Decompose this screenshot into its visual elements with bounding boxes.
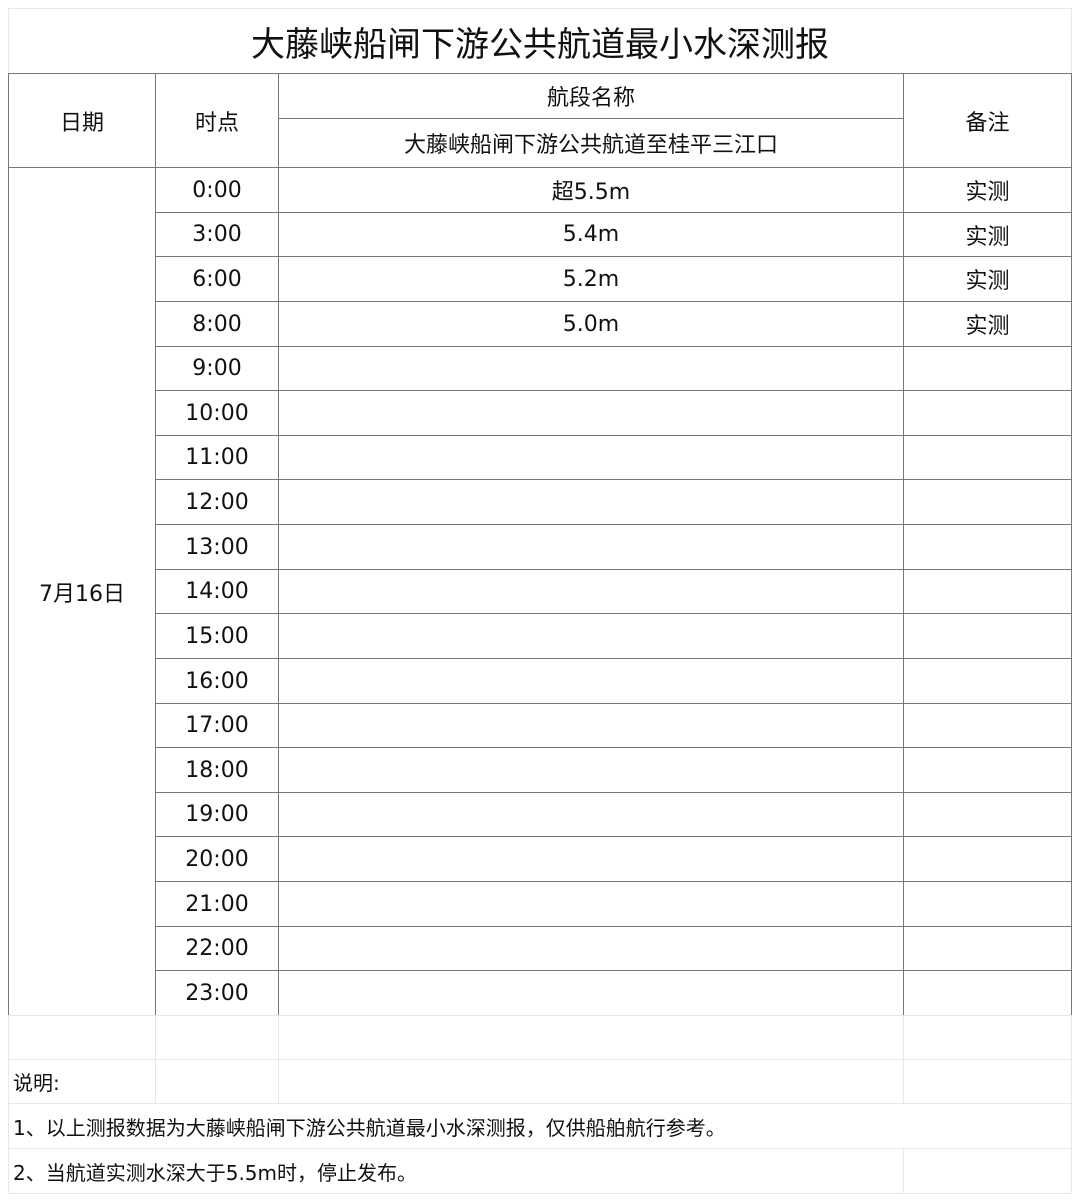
row-remark-cell xyxy=(903,569,1072,614)
row-time-cell: 8:00 xyxy=(155,301,279,347)
row-time-cell: 15:00 xyxy=(155,613,279,659)
row-remark-cell xyxy=(903,435,1072,480)
row-time-cell: 21:00 xyxy=(155,881,279,927)
row-depth-cell xyxy=(278,479,904,525)
row-time-cell: 18:00 xyxy=(155,747,279,793)
note-line-1: 1、以上测报数据为大藤峡船闸下游公共航道最小水深测报，仅供船舶航行参考。 xyxy=(8,1103,1072,1149)
notes-filler xyxy=(278,1059,904,1104)
row-depth-cell: 超5.5m xyxy=(278,167,904,213)
blank-row xyxy=(8,1015,156,1060)
row-remark-cell xyxy=(903,658,1072,704)
row-depth-cell xyxy=(278,970,904,1016)
date-cell: 7月16日 xyxy=(8,167,156,1016)
row-time-cell: 3:00 xyxy=(155,212,279,257)
header-date: 日期 xyxy=(8,73,156,168)
row-time-cell: 9:00 xyxy=(155,346,279,391)
row-depth-cell xyxy=(278,435,904,480)
row-time-cell: 19:00 xyxy=(155,792,279,837)
notes-heading: 说明: xyxy=(8,1059,156,1104)
row-remark-cell: 实测 xyxy=(903,301,1072,347)
row-time-cell: 0:00 xyxy=(155,167,279,213)
blank-row xyxy=(278,1015,904,1060)
blank-row xyxy=(155,1015,279,1060)
notes-filler xyxy=(903,1059,1072,1104)
header-segment-group: 航段名称 xyxy=(278,73,904,119)
notes-filler xyxy=(155,1059,279,1104)
row-remark-cell xyxy=(903,613,1072,659)
blank-row xyxy=(903,1015,1072,1060)
row-depth-cell xyxy=(278,524,904,570)
note-line-2: 2、当航道实测水深大于5.5m时，停止发布。 xyxy=(8,1148,904,1194)
row-time-cell: 23:00 xyxy=(155,970,279,1016)
header-remark: 备注 xyxy=(903,73,1072,168)
row-time-cell: 16:00 xyxy=(155,658,279,704)
row-depth-cell xyxy=(278,881,904,927)
row-remark-cell xyxy=(903,926,1072,971)
row-depth-cell xyxy=(278,747,904,793)
row-remark-cell xyxy=(903,390,1072,436)
row-depth-cell xyxy=(278,613,904,659)
row-depth-cell xyxy=(278,569,904,614)
row-time-cell: 22:00 xyxy=(155,926,279,971)
row-depth-cell xyxy=(278,346,904,391)
row-depth-cell: 5.4m xyxy=(278,212,904,257)
row-remark-cell: 实测 xyxy=(903,256,1072,302)
row-remark-cell xyxy=(903,747,1072,793)
row-remark-cell xyxy=(903,524,1072,570)
header-time: 时点 xyxy=(155,73,279,168)
row-depth-cell xyxy=(278,836,904,882)
row-remark-cell xyxy=(903,836,1072,882)
row-remark-cell xyxy=(903,970,1072,1016)
row-depth-cell xyxy=(278,926,904,971)
row-time-cell: 10:00 xyxy=(155,390,279,436)
row-depth-cell: 5.0m xyxy=(278,301,904,347)
row-depth-cell xyxy=(278,390,904,436)
row-remark-cell xyxy=(903,346,1072,391)
row-time-cell: 6:00 xyxy=(155,256,279,302)
report-title: 大藤峡船闸下游公共航道最小水深测报 xyxy=(8,8,1072,74)
row-remark-cell xyxy=(903,703,1072,748)
header-segment: 大藤峡船闸下游公共航道至桂平三江口 xyxy=(278,118,904,168)
row-depth-cell xyxy=(278,703,904,748)
row-time-cell: 17:00 xyxy=(155,703,279,748)
row-depth-cell xyxy=(278,792,904,837)
notes-filler xyxy=(903,1148,1072,1194)
row-remark-cell xyxy=(903,881,1072,927)
row-remark-cell xyxy=(903,792,1072,837)
row-remark-cell: 实测 xyxy=(903,212,1072,257)
row-time-cell: 12:00 xyxy=(155,479,279,525)
row-depth-cell: 5.2m xyxy=(278,256,904,302)
row-time-cell: 20:00 xyxy=(155,836,279,882)
row-remark-cell xyxy=(903,479,1072,525)
row-remark-cell: 实测 xyxy=(903,167,1072,213)
row-depth-cell xyxy=(278,658,904,704)
row-time-cell: 14:00 xyxy=(155,569,279,614)
row-time-cell: 11:00 xyxy=(155,435,279,480)
row-time-cell: 13:00 xyxy=(155,524,279,570)
